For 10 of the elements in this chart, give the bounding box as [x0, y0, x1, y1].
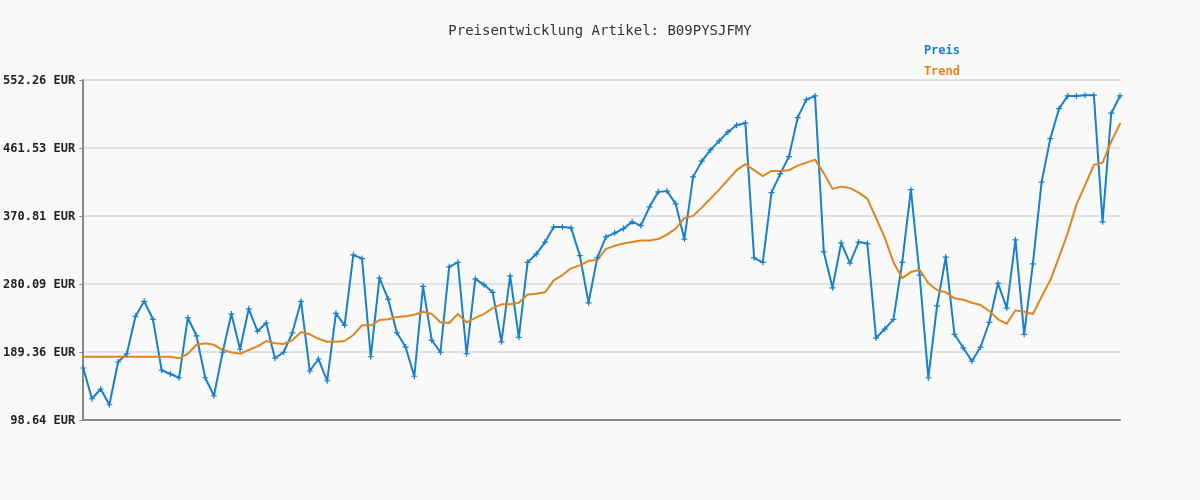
y-tick-label: 280.09 EUR — [3, 277, 77, 291]
text: Trend — [923, 64, 960, 78]
y-tick-label: 370.81 EUR — [3, 209, 77, 223]
y-tick-label: 461.53 EUR — [3, 141, 77, 155]
y-tick-label: 552.26 EUR — [3, 73, 77, 87]
text: Preis — [923, 43, 960, 57]
y-tick-label: 98.64 EUR — [10, 413, 77, 427]
line-series — [82, 122, 1121, 360]
chart-title: Preisentwicklung Artikel: B09PYSJFMY — [448, 22, 753, 38]
y-tick-label: 189.36 EUR — [3, 345, 77, 359]
